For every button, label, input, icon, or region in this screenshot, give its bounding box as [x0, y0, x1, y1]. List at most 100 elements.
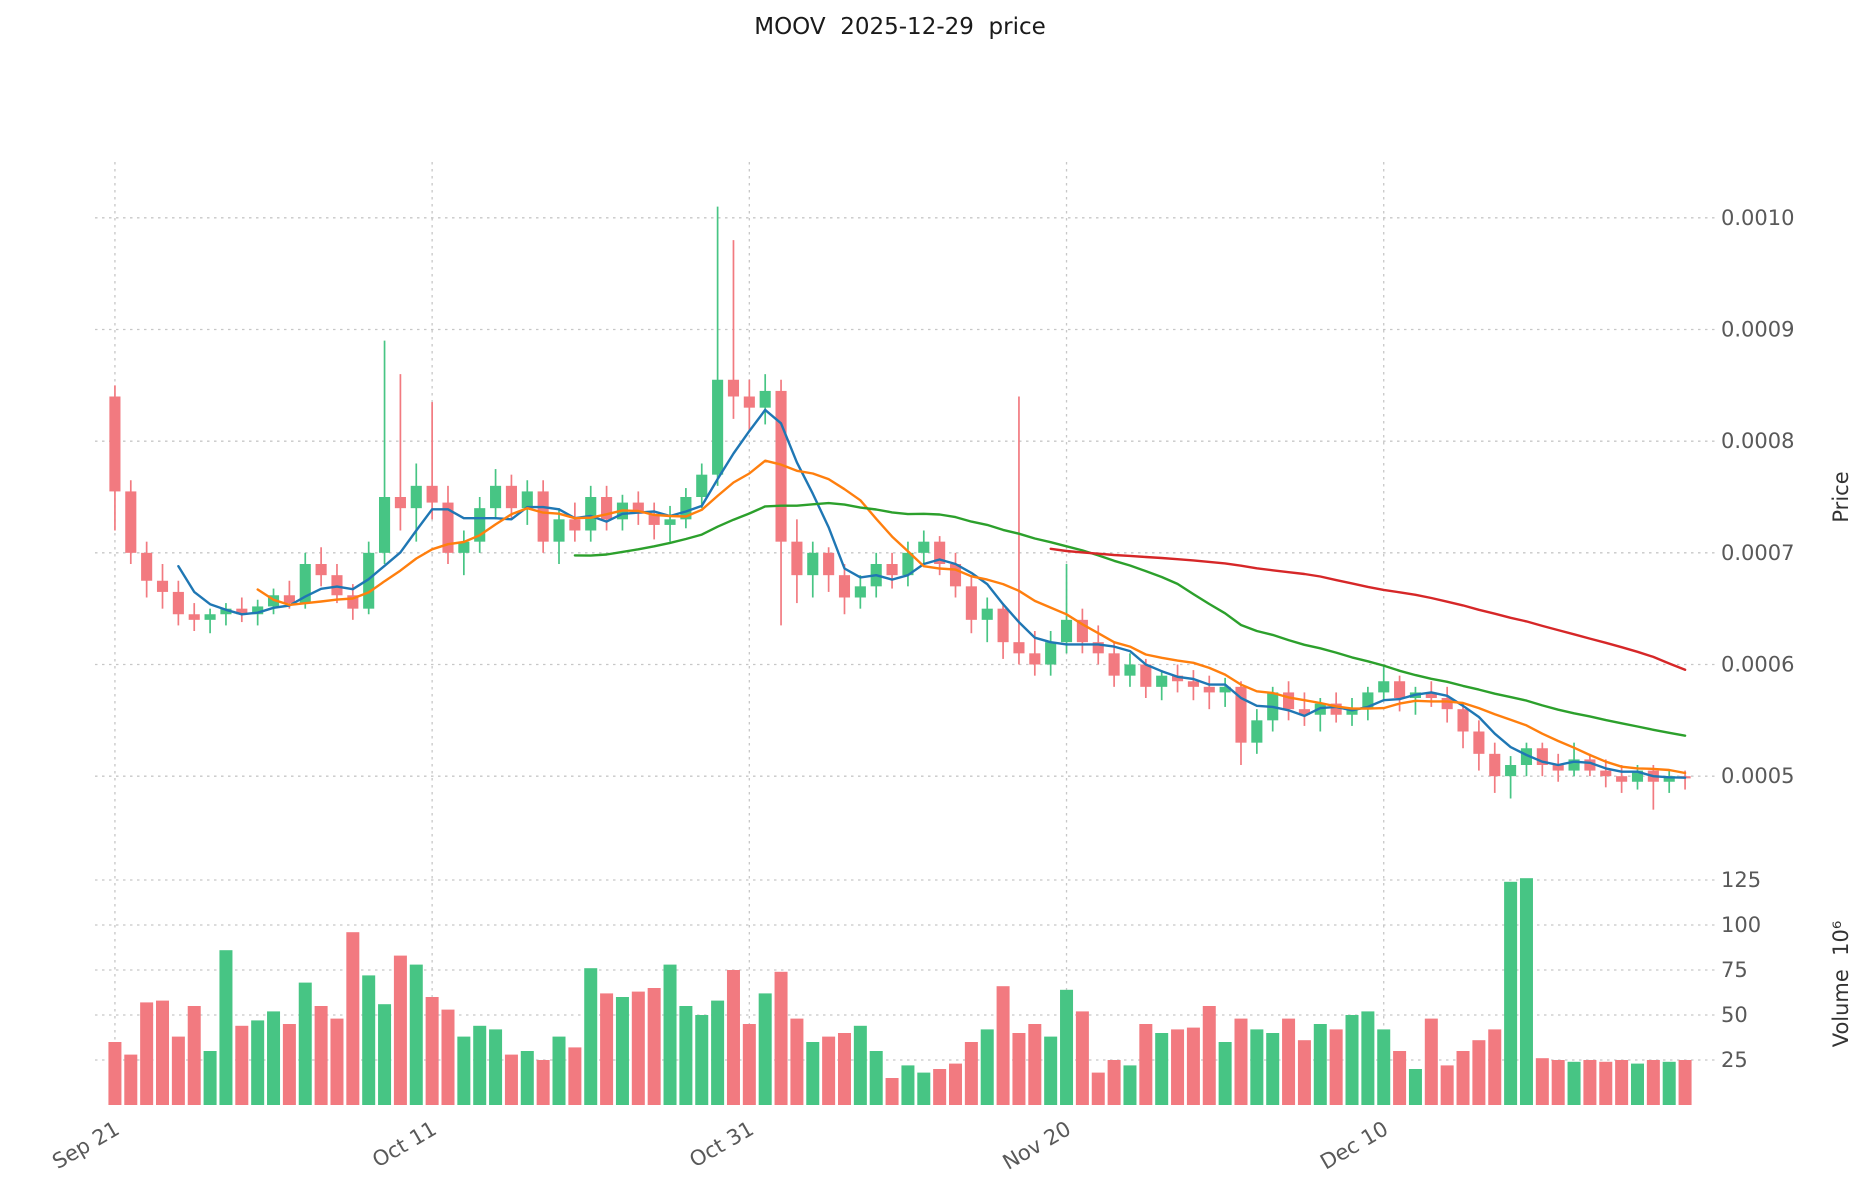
volume-bar — [489, 1029, 503, 1105]
volume-bar — [1012, 1033, 1026, 1105]
volume-bar — [473, 1025, 487, 1105]
volume-bar — [758, 993, 772, 1105]
candle-body — [854, 586, 866, 598]
volume-bar — [267, 1011, 281, 1105]
candle-body — [838, 575, 851, 598]
volume-bar — [251, 1020, 265, 1105]
volume-bar — [647, 988, 661, 1105]
candle-body — [997, 608, 1009, 643]
candle-body — [1584, 759, 1596, 771]
volume-bar — [663, 964, 677, 1105]
volume-bar — [362, 975, 376, 1105]
volume-tick-label: 25 — [1721, 1048, 1748, 1072]
volume-bar — [1171, 1029, 1185, 1105]
volume-bar — [219, 950, 233, 1105]
candle-body — [680, 497, 692, 520]
candle-body — [125, 491, 137, 553]
volume-bar — [1408, 1069, 1422, 1105]
volume-bar — [235, 1025, 249, 1105]
price-tick-label: 0.0007 — [1721, 541, 1794, 565]
candle-body — [1156, 675, 1168, 687]
candle-body — [537, 491, 549, 542]
volume-bar — [171, 1036, 185, 1105]
candle-body — [1394, 681, 1406, 698]
candle-body — [902, 552, 914, 576]
ma-line-MA30 — [573, 501, 1687, 737]
volume-bar — [806, 1042, 820, 1105]
volume-bar — [314, 1006, 328, 1105]
volume-bar — [520, 1051, 534, 1105]
candle-body — [1330, 703, 1342, 715]
candle-body — [236, 608, 248, 615]
candle-body — [363, 552, 375, 609]
volume-bar — [1615, 1060, 1629, 1105]
volume-bar — [504, 1054, 518, 1105]
volume-bar — [933, 1069, 947, 1105]
candle-body — [1219, 686, 1231, 693]
volume-bar — [1599, 1061, 1613, 1105]
candle-body — [1441, 698, 1453, 710]
price-tick-label: 0.0005 — [1721, 764, 1794, 788]
candle-body — [283, 595, 295, 604]
volume-tick-label: 75 — [1721, 958, 1748, 982]
candle-body — [585, 497, 597, 531]
volume-bar — [1123, 1065, 1137, 1105]
volume-bar — [1361, 1011, 1375, 1105]
x-tick-label: Oct 11 — [368, 1117, 440, 1173]
candle-body — [1124, 664, 1136, 676]
volume-bar — [441, 1009, 455, 1105]
candle-body — [1663, 776, 1675, 782]
candle-body — [1092, 642, 1104, 654]
candle-body — [1045, 642, 1057, 665]
candle-body — [458, 541, 470, 553]
volume-bar — [1567, 1061, 1581, 1105]
volume-bar — [1535, 1058, 1549, 1105]
volume-bar — [346, 932, 360, 1105]
volume-bar — [203, 1051, 217, 1105]
candle-body — [601, 497, 613, 520]
candle-body — [727, 379, 740, 397]
volume-bar — [711, 1000, 725, 1105]
candle-body — [775, 390, 787, 542]
candle-body — [791, 541, 803, 576]
volume-bar — [1504, 881, 1518, 1105]
volume-bar — [330, 1018, 344, 1105]
volume-bar — [1472, 1040, 1486, 1105]
candle-body — [109, 396, 121, 492]
volume-bar — [1377, 1029, 1391, 1105]
volume-bar — [1440, 1065, 1454, 1105]
volume-bar — [885, 1078, 899, 1105]
candle-body — [188, 614, 200, 620]
candle-body — [1029, 653, 1041, 665]
volume-bar — [1028, 1024, 1042, 1105]
candle-body — [823, 552, 835, 576]
candle-body — [1140, 664, 1152, 687]
candle-body — [934, 541, 946, 564]
moving-averages-layer — [177, 408, 1687, 779]
price-tick-label: 0.0008 — [1721, 429, 1794, 453]
candle-body — [1552, 765, 1564, 771]
volume-bar — [774, 971, 788, 1105]
volume-bar — [1075, 1011, 1089, 1105]
volume-axis-title: Volume 10⁶ — [1829, 921, 1853, 1048]
volume-bar — [964, 1042, 978, 1105]
volume-bar — [1662, 1061, 1676, 1105]
volume-bar — [1424, 1018, 1438, 1105]
volume-bar — [1551, 1060, 1565, 1105]
candle-body — [394, 497, 406, 509]
volume-bar — [1139, 1024, 1153, 1105]
volume-bar — [1250, 1029, 1264, 1105]
volume-bar — [1091, 1072, 1105, 1105]
price-tick-labels: 0.0005 0.0006 0.0007 0.0008 0.0009 0.0010 — [1721, 206, 1794, 788]
chart-title: MOOV 2025-12-29 price — [754, 14, 1046, 40]
candle-body — [648, 513, 660, 525]
x-tick-labels: Sep 21 Oct 11 Oct 31 Nov 20 Dec 10 — [48, 1117, 1392, 1175]
candle-body — [664, 519, 676, 525]
volume-bar — [790, 1018, 804, 1105]
volume-bar — [631, 991, 645, 1105]
volume-bar — [869, 1051, 883, 1105]
candle-body — [1076, 619, 1088, 643]
candle-body — [1235, 686, 1247, 743]
candle-body — [949, 564, 962, 587]
